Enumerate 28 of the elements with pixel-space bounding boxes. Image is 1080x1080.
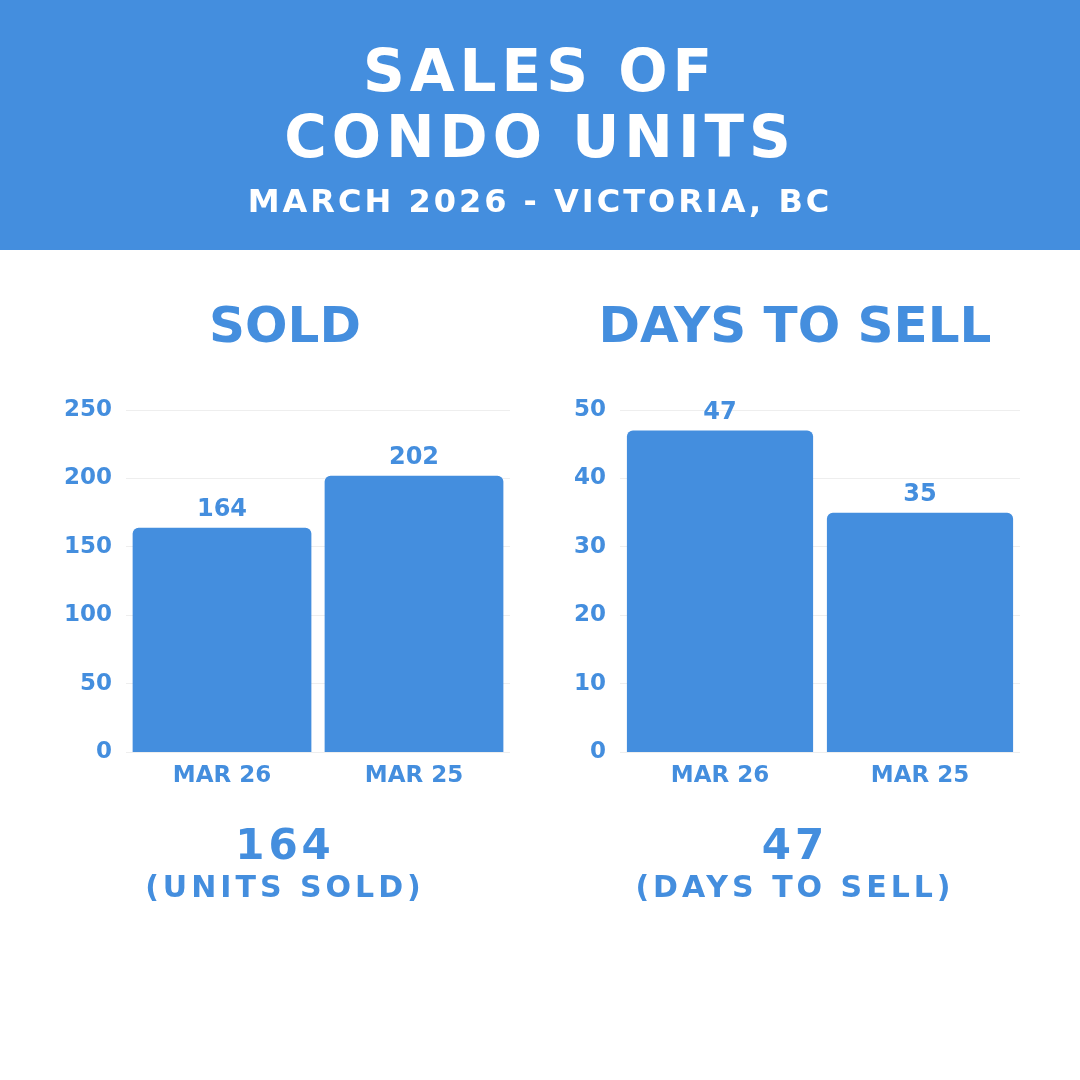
- y-tick-label: 50: [573, 394, 607, 421]
- data-label: 35: [903, 478, 937, 507]
- y-tick-label: 0: [589, 737, 607, 764]
- chart-title: SOLD: [208, 295, 362, 356]
- data-label: 164: [196, 494, 248, 523]
- y-tick-label: 250: [63, 394, 113, 421]
- x-tick-label: MAR 26: [670, 761, 770, 788]
- y-tick-label: 0: [95, 737, 113, 764]
- y-tick-label: 200: [63, 463, 113, 490]
- x-tick-label: MAR 25: [364, 761, 464, 788]
- text: (UNITS SOLD): [144, 869, 426, 904]
- y-tick-label: 10: [573, 668, 607, 695]
- y-tick-label: 40: [573, 463, 607, 490]
- text: MARCH 2026 - VICTORIA, BC: [246, 182, 834, 220]
- chart-title: DAYS TO SELL: [597, 295, 993, 356]
- y-tick-label: 50: [79, 668, 113, 695]
- text: 47: [760, 820, 830, 869]
- y-tick-label: 150: [63, 531, 113, 558]
- y-tick-label: 30: [573, 531, 607, 558]
- text: 164: [234, 820, 336, 869]
- y-tick-label: 20: [573, 600, 607, 627]
- data-label: 47: [703, 396, 737, 425]
- x-tick-label: MAR 25: [870, 761, 970, 788]
- data-label: 202: [388, 441, 440, 470]
- text: (DAYS TO SELL): [634, 869, 956, 904]
- text: SALES OF CONDO UNITS: [283, 37, 797, 171]
- x-tick-label: MAR 26: [172, 761, 272, 788]
- y-tick-label: 100: [63, 600, 113, 627]
